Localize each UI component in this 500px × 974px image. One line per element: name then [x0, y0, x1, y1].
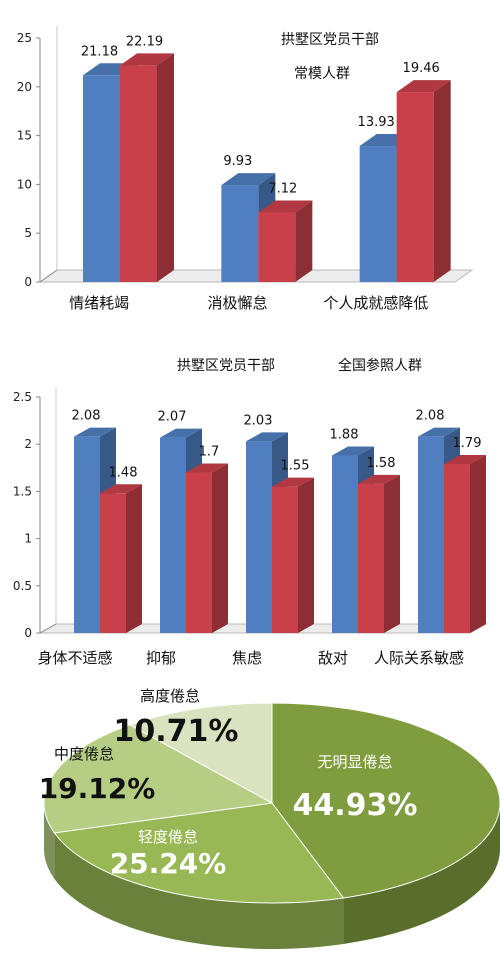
data-label: 1.58: [367, 456, 396, 471]
data-label: 13.93: [358, 115, 395, 130]
bar-top: [396, 80, 451, 93]
bar-top: [100, 484, 142, 494]
data-label: 1.55: [281, 459, 310, 474]
bar: [332, 455, 358, 633]
bar: [120, 65, 157, 282]
data-label: 1.88: [330, 428, 359, 443]
category-label: 焦虑: [232, 649, 262, 667]
y-tick-label: 0.5: [13, 579, 32, 593]
pie-slice-label: 无明显倦怠: [317, 753, 392, 771]
bar-top: [258, 200, 313, 213]
data-label: 19.46: [403, 61, 440, 76]
bar-top: [186, 463, 228, 473]
category-label: 敌对: [318, 649, 348, 667]
data-label: 2.03: [244, 413, 273, 428]
pie-slice-value: 44.93%: [293, 788, 418, 823]
bar-side: [157, 53, 174, 282]
pie-slice-label: 中度倦怠: [54, 745, 114, 763]
bar: [396, 92, 434, 282]
data-label: 1.79: [453, 436, 482, 451]
bar-side: [126, 484, 142, 633]
bar: [221, 185, 259, 282]
data-label: 1.48: [109, 465, 138, 480]
y-tick-label: 0: [24, 626, 32, 640]
bar-top: [358, 474, 400, 484]
category-label: 人际关系敏感: [374, 649, 464, 667]
pie-slice-label: 轻度倦怠: [138, 828, 198, 846]
bar: [418, 436, 444, 633]
y-tick-label: 0: [24, 275, 32, 289]
bar-side: [384, 474, 400, 633]
series-caption: 拱墅区党员干部: [177, 358, 275, 374]
data-label: 2.07: [158, 410, 187, 425]
pie-slice: [43, 724, 274, 834]
bar-top: [74, 427, 116, 437]
y-tick-label: 15: [17, 129, 32, 143]
bar-side: [433, 80, 451, 282]
bar-side: [298, 477, 314, 633]
bar: [74, 436, 100, 633]
bar: [246, 441, 272, 633]
bar: [83, 75, 120, 282]
bar: [160, 437, 186, 633]
data-label: 7.12: [268, 182, 297, 197]
category-label: 身体不适感: [37, 649, 112, 667]
series-caption: 常模人群: [294, 66, 350, 82]
y-tick-label: 1: [24, 532, 32, 546]
y-tick-label: 10: [17, 177, 32, 191]
bar-top: [246, 432, 288, 442]
pie-slice-value: 10.71%: [114, 714, 239, 749]
series-caption: 全国参照人群: [338, 357, 422, 374]
pie-slice: [53, 802, 345, 904]
pie-slice-side: [343, 803, 500, 944]
axis-depth-edge: [39, 269, 58, 283]
bar: [272, 486, 298, 633]
pie-slice-side: [54, 832, 344, 949]
pie-slice-label: 高度倦怠: [140, 687, 200, 705]
category-label: 个人成就感降低: [323, 294, 428, 312]
bar-side: [470, 455, 486, 633]
category-label: 抑郁: [146, 649, 176, 667]
data-label: 9.93: [223, 154, 252, 169]
bar: [444, 464, 470, 633]
bar: [100, 493, 126, 633]
bar: [359, 146, 397, 282]
bar: [186, 472, 212, 633]
pie-slice: [128, 702, 273, 804]
data-label: 21.18: [81, 44, 118, 59]
y-tick-label: 5: [24, 226, 32, 240]
data-label: 2.08: [416, 409, 445, 424]
bar-side: [295, 200, 313, 282]
pie-slice-value: 25.24%: [110, 847, 227, 880]
bar: [358, 483, 384, 633]
axis-depth-edge: [39, 623, 57, 634]
bar-side: [212, 463, 228, 633]
category-label: 情绪耗竭: [69, 294, 129, 312]
series-caption: 拱墅区党员干部: [281, 32, 379, 48]
data-label: 2.08: [72, 409, 101, 424]
y-tick-label: 20: [17, 80, 32, 94]
bar-chart-symptoms: 0 0.5 1 1.5 2 2.5 2.08 1.48 身体不适感 2.07 1.7 抑郁 2.03 1.…: [13, 357, 488, 667]
y-tick-label: 1.5: [13, 484, 32, 498]
bar-top: [444, 455, 486, 465]
pie-slice-side: [44, 803, 55, 879]
bar-chart-burnout: 0 5 10 15 20 25 21.18 22.19 情绪耗竭 9.93 7.12 消极懈怠 13.9…: [17, 26, 474, 312]
pie-slice-value: 19.12%: [39, 772, 156, 805]
category-label: 消极懈怠: [207, 294, 267, 312]
y-tick-label: 2.5: [13, 390, 32, 404]
y-tick-label: 25: [17, 31, 32, 45]
bar: [258, 212, 296, 282]
bar-top: [120, 53, 174, 66]
bar-top: [160, 428, 202, 438]
pie-slice: [271, 702, 500, 899]
data-label: 22.19: [126, 34, 163, 49]
bar-top: [332, 446, 374, 456]
data-label: 1.7: [199, 445, 220, 460]
bar-top: [272, 477, 314, 487]
bar-top: [221, 173, 276, 186]
y-tick-label: 2: [24, 437, 32, 451]
bar-top: [418, 427, 460, 437]
